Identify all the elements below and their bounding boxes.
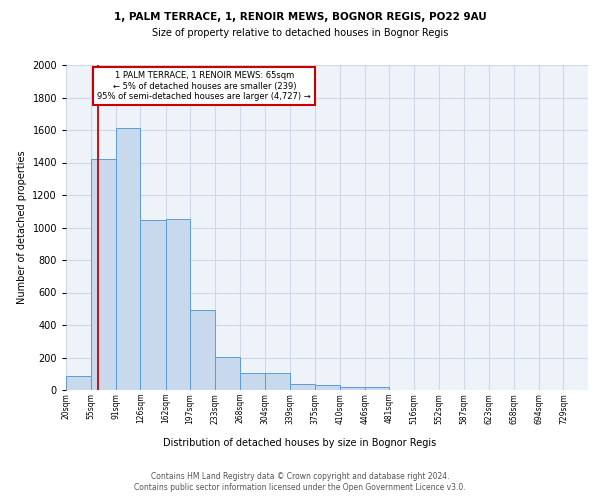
Bar	[265, 373, 290, 390]
Text: 1, PALM TERRACE, 1, RENOIR MEWS, BOGNOR REGIS, PO22 9AU: 1, PALM TERRACE, 1, RENOIR MEWS, BOGNOR …	[113, 12, 487, 22]
Bar	[340, 387, 365, 390]
Text: Contains public sector information licensed under the Open Government Licence v3: Contains public sector information licen…	[134, 484, 466, 492]
Text: Distribution of detached houses by size in Bognor Regis: Distribution of detached houses by size …	[163, 438, 437, 448]
Bar	[365, 387, 389, 390]
Bar	[91, 159, 116, 390]
Text: Contains HM Land Registry data © Crown copyright and database right 2024.: Contains HM Land Registry data © Crown c…	[151, 472, 449, 481]
Text: Size of property relative to detached houses in Bognor Regis: Size of property relative to detached ho…	[152, 28, 448, 38]
Bar	[240, 373, 265, 390]
Bar	[66, 376, 91, 390]
Bar	[166, 220, 190, 390]
Bar	[116, 128, 140, 390]
Bar	[290, 384, 315, 390]
Bar	[315, 385, 340, 390]
Bar	[215, 356, 240, 390]
Y-axis label: Number of detached properties: Number of detached properties	[17, 150, 27, 304]
Text: 1 PALM TERRACE, 1 RENOIR MEWS: 65sqm
← 5% of detached houses are smaller (239)
9: 1 PALM TERRACE, 1 RENOIR MEWS: 65sqm ← 5…	[97, 72, 311, 102]
Bar	[190, 310, 215, 390]
Bar	[140, 220, 166, 390]
